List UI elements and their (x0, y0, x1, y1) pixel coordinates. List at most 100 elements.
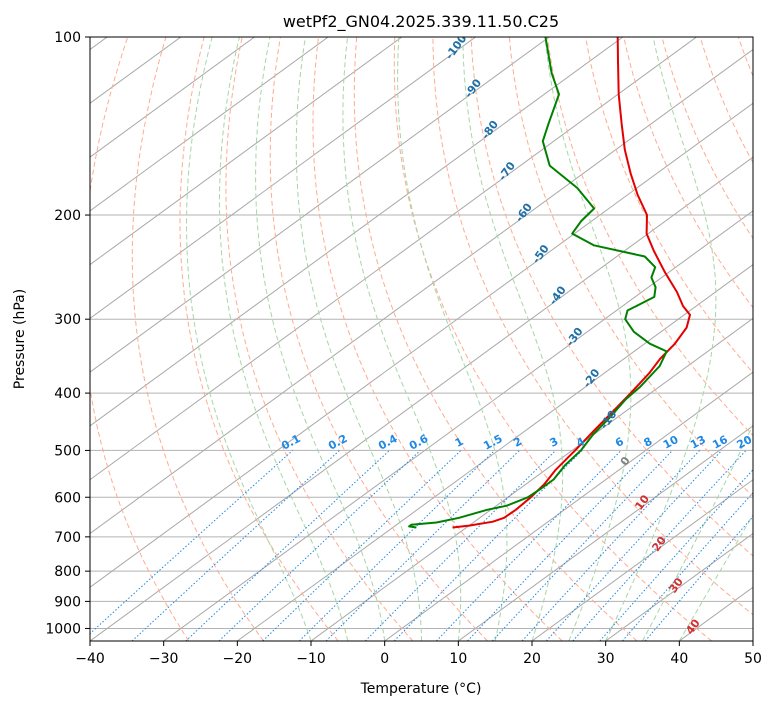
isotherm-line (237, 263, 753, 641)
mixing-ratio-label: 1.5 (481, 432, 504, 453)
x-tick-label: 30 (597, 651, 615, 667)
isotherm-line (90, 37, 182, 104)
moist-adiabat-line (544, 37, 632, 641)
x-axis-title: Temperature (°C) (360, 681, 482, 697)
y-tick-label: 200 (54, 208, 81, 224)
isotherm-line (90, 102, 753, 588)
mixing-ratio-label: 13 (688, 433, 708, 452)
dry-adiabat-line (508, 37, 753, 498)
isotherm-label: 30 (666, 575, 686, 595)
isotherm-line (310, 317, 753, 641)
mixing-ratio-label: 10 (661, 433, 681, 452)
isotherm-line (605, 532, 753, 641)
isotherm-label: -30 (563, 325, 585, 349)
isotherm-label: -40 (547, 283, 569, 307)
mixing-ratio-line (364, 450, 556, 641)
dry-adiabat-line (470, 37, 753, 557)
y-tick-label: 900 (54, 594, 81, 610)
y-tick-label: 100 (54, 30, 81, 46)
x-tick-label: −10 (296, 651, 326, 667)
x-tick-label: −30 (149, 651, 179, 667)
data-layer (408, 37, 691, 529)
x-tick-label: 40 (670, 651, 688, 667)
x-tick-label: −40 (75, 651, 105, 667)
isotherm-line (90, 37, 550, 373)
mixing-ratio-line (393, 450, 583, 641)
dry-adiabat-line (546, 37, 753, 437)
dewpoint-profile (408, 37, 668, 529)
isotherm-label: -20 (580, 366, 602, 390)
mixing-ratio-label: 6 (613, 435, 626, 450)
moist-adiabat-line (186, 37, 312, 641)
isotherm-label: 10 (632, 492, 652, 512)
dry-adiabat-line (661, 37, 753, 240)
moist-adiabat-line (397, 37, 508, 641)
dry-adiabat-line (353, 37, 638, 641)
mixing-ratio-line (262, 450, 462, 641)
mixing-ratio-line (599, 469, 753, 641)
mixing-ratio-label: 8 (642, 435, 655, 450)
isotherm-line (163, 210, 753, 641)
dry-adiabat-line (737, 37, 753, 78)
y-tick-label: 700 (54, 530, 81, 546)
moist-adiabat-line (678, 513, 753, 641)
dry-adiabat-line (432, 37, 753, 616)
y-tick-label: 300 (54, 312, 81, 328)
x-tick-label: 50 (744, 651, 762, 667)
y-tick-label: 500 (54, 443, 81, 459)
isotherm-label: -90 (462, 76, 484, 100)
grid-layer (90, 24, 775, 641)
isotherm-line (90, 37, 698, 481)
y-tick-label: 400 (54, 386, 81, 402)
isotherm-label: -80 (479, 118, 501, 142)
mixing-ratio-line (491, 450, 673, 641)
isotherm-label: -50 (530, 242, 552, 266)
dry-adiabat-line (225, 37, 414, 641)
mixing-ratio-line (521, 450, 701, 641)
isotherm-line (384, 371, 753, 641)
dry-adiabat-line (131, 37, 264, 641)
moist-adiabat-line (342, 37, 462, 641)
isotherm-line (90, 48, 753, 535)
dry-adiabat-line (772, 24, 775, 641)
mixing-ratio-label: 20 (735, 433, 755, 452)
isotherm-line (531, 479, 753, 641)
x-tick-label: 0 (380, 651, 389, 667)
isotherm-line (752, 640, 753, 641)
y-axis-title: Pressure (hPa) (12, 289, 28, 389)
isotherm-label: -100 (443, 32, 470, 62)
mixing-ratio-line (436, 450, 622, 641)
isotherm-label: -60 (513, 200, 535, 224)
dry-adiabat-line (585, 37, 753, 374)
isotherm-line (90, 37, 477, 320)
mixing-ratio-line (545, 450, 723, 641)
isotherm-line (679, 586, 753, 641)
plot-frame (89, 36, 754, 642)
isotherm-line (90, 37, 624, 427)
mixing-ratio-label: 0.6 (407, 432, 431, 453)
mixing-ratio-label: 0.2 (326, 432, 349, 453)
dry-adiabat-line (269, 37, 488, 641)
label-layer: 0.10.20.40.611.52346810131620253036-100-… (279, 32, 775, 637)
chart-title: wetPf2_GN04.2025.339.11.50.C25 (283, 12, 559, 32)
dry-adiabat-line (312, 37, 563, 641)
isotherm-line (90, 156, 753, 641)
mixing-ratio-label: 16 (710, 433, 730, 452)
moist-adiabat-line (605, 37, 717, 641)
mixing-ratio-line (298, 450, 496, 641)
temperature-profile (452, 37, 691, 529)
mixing-ratio-line (131, 450, 340, 641)
x-tick-label: 10 (449, 651, 467, 667)
mixing-ratio-line (325, 450, 520, 641)
y-tick-label: 600 (54, 490, 81, 506)
isotherm-line (458, 425, 753, 641)
isotherm-label: -70 (496, 159, 518, 183)
y-tick-label: 1000 (45, 621, 81, 637)
isotherm-line (90, 37, 403, 266)
mixing-ratio-label: 25 (759, 433, 775, 452)
x-tick-label: 20 (523, 651, 541, 667)
mixing-ratio-line (90, 450, 293, 635)
moist-adiabat-line (295, 37, 422, 641)
isotherm-line (90, 37, 329, 212)
